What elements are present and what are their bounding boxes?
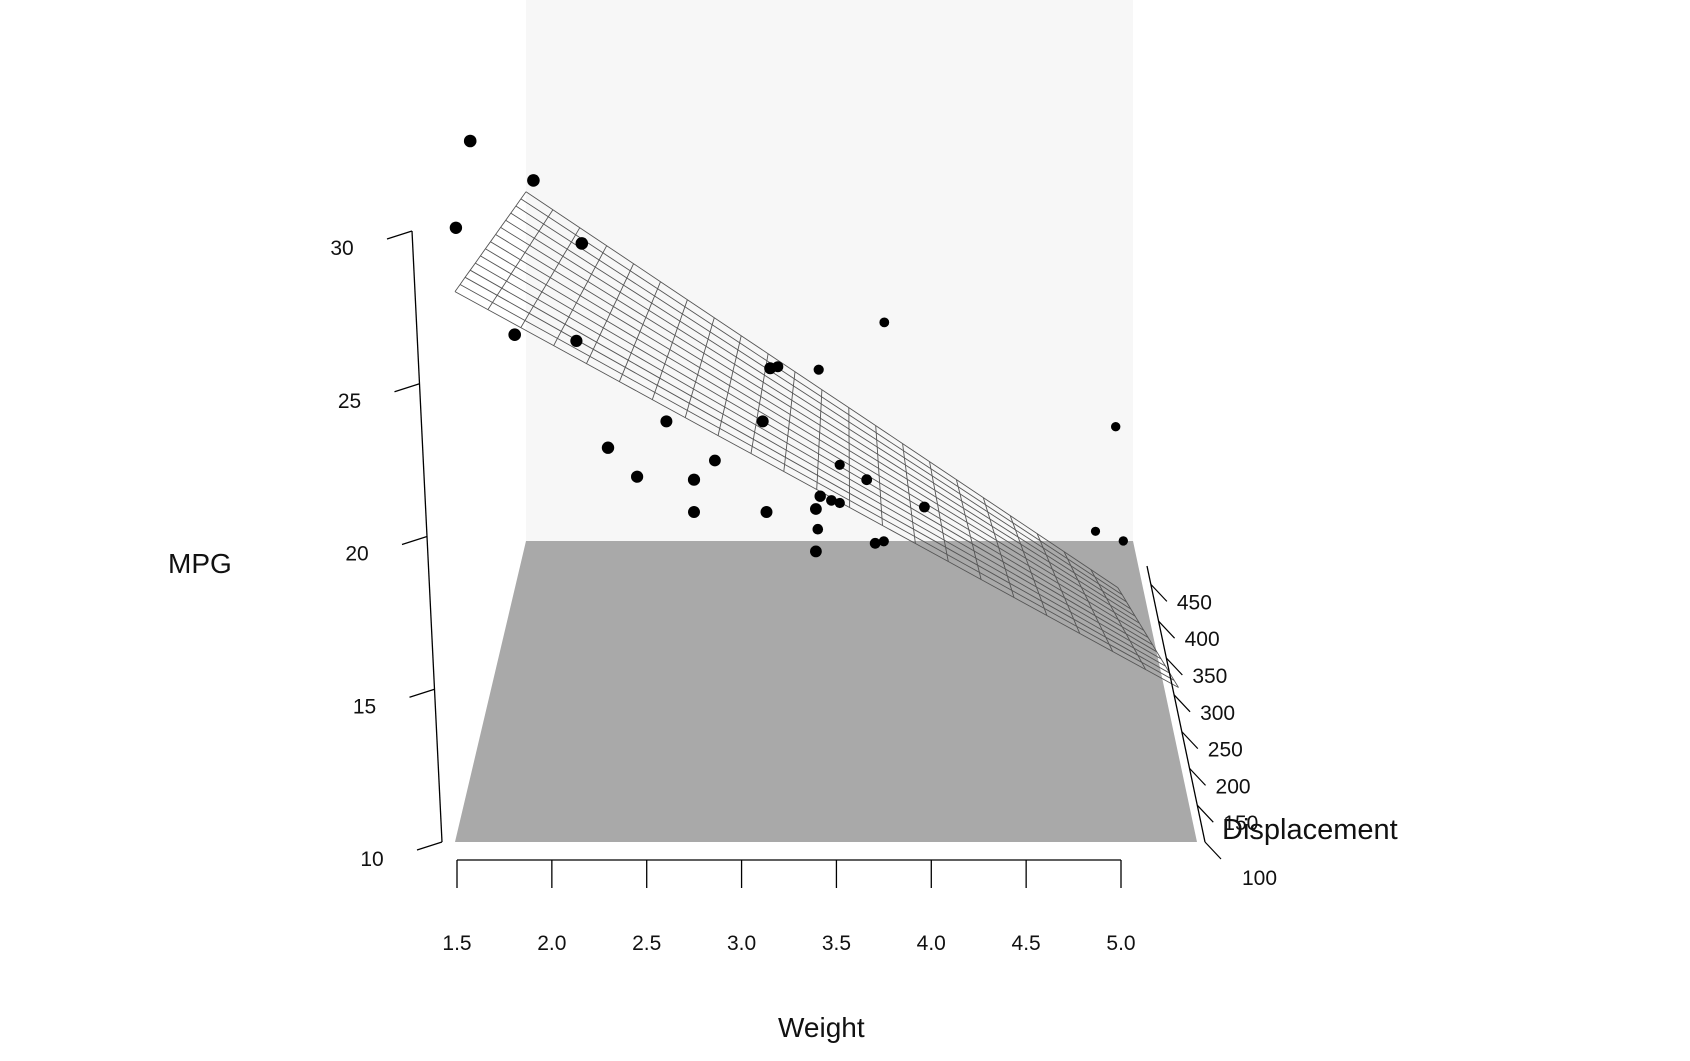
data-point — [631, 470, 644, 483]
z-tick — [1158, 620, 1176, 639]
surface-gridline — [505, 219, 1136, 617]
x-axis-title: Weight — [778, 1012, 865, 1043]
data-point — [1090, 526, 1101, 536]
data-point — [527, 174, 540, 187]
surface-gridline — [490, 241, 1149, 638]
z-tick-label: 100 — [1242, 867, 1277, 890]
y-tick-label: 30 — [330, 237, 353, 260]
data-point — [919, 501, 930, 513]
data-point — [756, 415, 769, 428]
data-point — [687, 473, 701, 486]
data-point — [826, 495, 837, 506]
z-axis-title: Displacement — [1222, 814, 1398, 846]
data-point — [1111, 422, 1121, 432]
surface-gridline — [510, 212, 1132, 610]
surface-gridline — [515, 205, 1127, 603]
weight-axis: 1.5 2.0 2.5 3.0 3.5 4.0 4.5 5.0 — [442, 859, 1136, 955]
data-point — [810, 503, 822, 515]
data-point — [463, 134, 477, 148]
z-tick-label: 150 — [1223, 812, 1258, 835]
surface-gridline — [520, 198, 1123, 596]
data-point — [834, 497, 845, 509]
x-tick-label: 2.5 — [632, 932, 661, 955]
data-point — [772, 361, 784, 373]
back-wall — [526, 0, 1133, 541]
floor-plane — [455, 541, 1197, 842]
data-points — [449, 134, 1129, 558]
surface-gridline — [454, 291, 1179, 688]
data-point — [878, 536, 889, 547]
y-axis-title: MPG — [168, 548, 232, 579]
mpg-axis: 10 15 20 25 30 — [330, 230, 443, 871]
data-point — [861, 474, 873, 486]
x-tick-label: 4.5 — [1012, 932, 1041, 955]
surface-gridline — [459, 284, 1175, 681]
x-tick-label: 2.0 — [537, 932, 566, 955]
data-point — [813, 364, 824, 375]
y-tick-label: 15 — [353, 695, 376, 718]
y-tick — [409, 688, 435, 698]
back-panels — [526, 0, 1133, 541]
x-tick-label: 3.5 — [822, 932, 851, 955]
surface-gridline — [495, 234, 1145, 631]
x-tick-label: 1.5 — [442, 932, 471, 955]
data-point — [812, 523, 824, 535]
x-tick-label: 3.0 — [727, 932, 756, 955]
y-tick — [394, 383, 420, 393]
data-point — [575, 237, 589, 250]
data-point — [688, 506, 700, 518]
data-point — [814, 490, 826, 502]
z-tick-label: 400 — [1185, 628, 1220, 651]
data-point — [570, 334, 583, 347]
surface-gridline — [469, 269, 1166, 667]
z-tick-label: 350 — [1192, 665, 1227, 688]
z-tick — [1196, 804, 1214, 823]
z-tick — [1150, 583, 1168, 602]
x-tick-label: 5.0 — [1106, 932, 1135, 955]
z-tick — [1204, 841, 1222, 860]
y-tick — [401, 535, 428, 546]
surface-gridline — [464, 276, 1171, 674]
y-tick — [386, 230, 413, 240]
data-point — [834, 459, 845, 470]
z-tick — [1173, 694, 1191, 713]
data-point — [869, 537, 881, 549]
z-tick-label: 300 — [1200, 702, 1235, 725]
surface-gridline — [475, 262, 1162, 660]
x-tick-label: 4.0 — [917, 932, 946, 955]
surface-gridline — [525, 191, 1119, 588]
surface-gridline — [500, 227, 1140, 624]
data-point — [810, 545, 822, 558]
data-point — [760, 506, 773, 518]
data-point — [449, 221, 463, 234]
data-point — [1118, 536, 1129, 546]
z-tick-label: 450 — [1177, 591, 1212, 614]
regression-surface — [454, 191, 1179, 688]
data-point — [660, 415, 673, 428]
y-tick-label: 20 — [345, 543, 368, 566]
displacement-axis: 100 150 200 250 300 350 400 450 — [1146, 565, 1277, 890]
z-tick-label: 250 — [1208, 739, 1243, 762]
y-tick-label: 10 — [360, 848, 383, 871]
data-point — [601, 441, 615, 454]
data-point — [508, 328, 521, 342]
z-axis-line — [1146, 565, 1206, 843]
data-point — [879, 317, 890, 328]
z-tick — [1181, 731, 1199, 750]
y-tick-label: 25 — [338, 390, 361, 413]
surface-gridline — [480, 255, 1158, 653]
floor-polygon — [455, 541, 1197, 842]
y-tick — [416, 841, 443, 851]
data-point — [709, 454, 721, 467]
z-tick — [1165, 657, 1183, 676]
surface-gridline — [485, 248, 1153, 646]
z-tick-label: 200 — [1216, 775, 1251, 798]
z-tick — [1189, 767, 1206, 786]
